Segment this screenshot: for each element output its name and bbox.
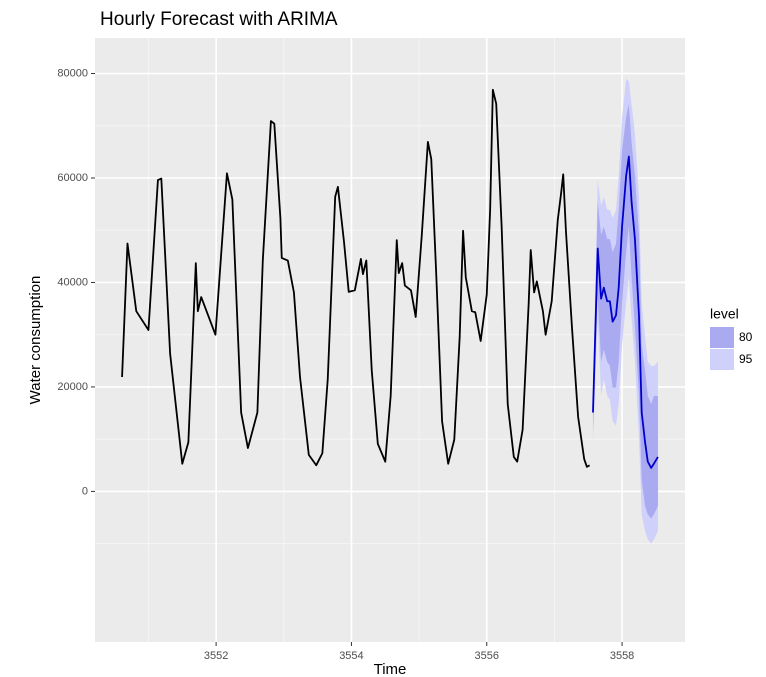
y-tick-label: 20000 xyxy=(57,381,88,393)
series-line xyxy=(121,88,591,468)
x-tick-label: 3552 xyxy=(204,650,228,662)
y-tick-label: 0 xyxy=(82,485,88,497)
y-tick-label: 40000 xyxy=(57,276,88,288)
y-tick-label: 60000 xyxy=(57,172,88,184)
legend-key xyxy=(710,349,734,370)
x-axis-title: Time xyxy=(374,661,407,677)
y-tick-label: 80000 xyxy=(57,67,88,79)
legend-label: 95 xyxy=(739,352,753,366)
y-axis-title: Water consumption xyxy=(27,276,44,405)
series-line xyxy=(592,155,659,469)
legend-title: level xyxy=(710,306,739,322)
x-tick-label: 3556 xyxy=(475,650,499,662)
x-tick-label: 3558 xyxy=(610,650,634,662)
legend-key xyxy=(710,327,734,348)
chart-title: Hourly Forecast with ARIMA xyxy=(100,9,338,30)
x-tick-label: 3554 xyxy=(339,650,363,662)
legend-label: 80 xyxy=(739,330,753,344)
